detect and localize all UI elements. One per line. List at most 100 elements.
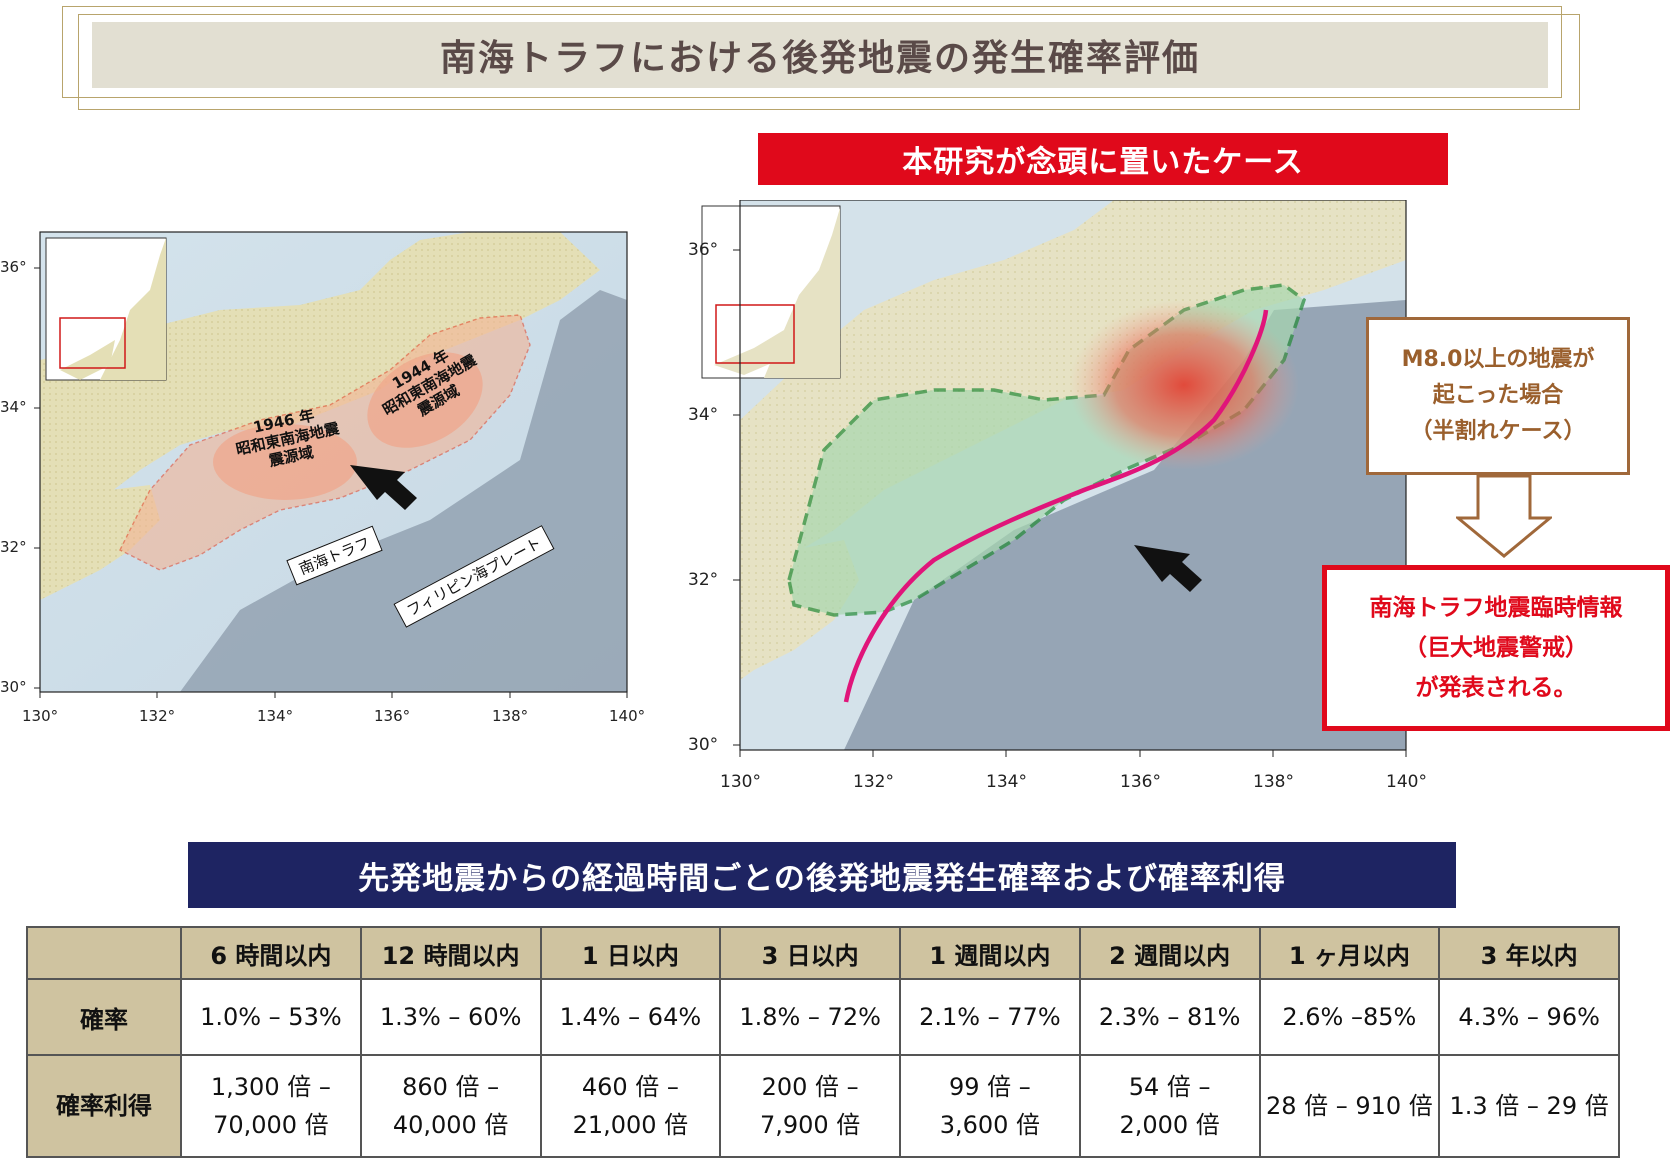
gain-cell-line: 860 倍 – xyxy=(402,1073,500,1101)
left-xtick-140: 140° xyxy=(609,707,646,725)
probability-table: 6 時間以内 12 時間以内 1 日以内 3 日以内 1 週間以内 2 週間以内… xyxy=(26,926,1620,1158)
header-corner xyxy=(26,926,182,980)
advisory-line-3: が発表される。 xyxy=(1415,675,1577,701)
right-xtick-140: 140° xyxy=(1386,772,1427,792)
right-ytick-36: 36° xyxy=(688,240,719,260)
right-ytick-32: 32° xyxy=(688,570,719,590)
probability-row: 確率 1.0% – 53% 1.3% – 60% 1.4% – 64% 1.8%… xyxy=(26,978,1620,1056)
probability-cell: 2.1% – 77% xyxy=(899,978,1081,1056)
case-line-1: M8.0以上の地震が xyxy=(1401,347,1595,372)
map-right-frame xyxy=(739,200,1407,751)
probability-cell: 2.6% –85% xyxy=(1258,978,1441,1056)
page-title: 南海トラフにおける後発地震の発生確率評価 xyxy=(439,38,1200,79)
advisory-line-1: 南海トラフ地震臨時情報 xyxy=(1369,595,1623,621)
inset-left-land-west xyxy=(60,340,115,380)
gain-cell: 460 倍 – 21,000 倍 xyxy=(539,1054,722,1158)
left-xtick-138: 138° xyxy=(492,707,529,725)
header-2w: 2 週間以内 xyxy=(1078,926,1261,980)
gain-cell: 54 倍 – 2,000 倍 xyxy=(1078,1054,1261,1158)
first-event-area xyxy=(1069,300,1299,470)
gain-cell-line: 28 倍 – 910 倍 xyxy=(1265,1092,1433,1120)
right-xtick-132: 132° xyxy=(853,772,894,792)
left-xtick-130: 130° xyxy=(22,707,59,725)
header-1w: 1 週間以内 xyxy=(899,926,1081,980)
gain-cell-line: 54 倍 – xyxy=(1128,1073,1211,1101)
kyushu-land xyxy=(40,485,160,600)
probability-cell: 2.3% – 81% xyxy=(1078,978,1261,1056)
deep-sea-area xyxy=(180,290,627,692)
right-xtick-134: 134° xyxy=(986,772,1027,792)
gain-row: 確率利得 1,300 倍 – 70,000 倍 860 倍 – 40,000 倍 4… xyxy=(26,1054,1620,1158)
probability-cell: 4.3% – 96% xyxy=(1438,978,1620,1056)
map-left: 1946 年 昭和東南海地震 震源域 1944 年 昭和東南海地震 震源域 南海… xyxy=(0,230,650,730)
inset-left-highlight xyxy=(59,317,126,369)
left-ytick-34: 34° xyxy=(0,398,27,416)
left-ytick-30: 30° xyxy=(0,678,27,696)
case-banner-label: 本研究が念頭に置いたケース xyxy=(902,145,1304,180)
probability-cell: 1.3% – 60% xyxy=(359,978,542,1056)
probability-cell: 1.0% – 53% xyxy=(180,978,362,1056)
inset-left-land xyxy=(100,238,166,380)
right-xtick-136: 136° xyxy=(1120,772,1161,792)
left-ytick-36: 36° xyxy=(0,258,27,276)
gain-cell: 99 倍 – 3,600 倍 xyxy=(899,1054,1081,1158)
down-arrow-icon xyxy=(1456,474,1552,558)
title-frame-offset xyxy=(78,14,1580,110)
gain-cell-line: 70,000 倍 xyxy=(213,1111,329,1139)
gain-cell-line: 1,300 倍 – xyxy=(210,1073,331,1101)
header-3y: 3 年以内 xyxy=(1438,926,1620,980)
map-left-frame xyxy=(39,231,628,693)
header-1m: 1 ヶ月以内 xyxy=(1258,926,1441,980)
probability-cell: 1.8% – 72% xyxy=(719,978,901,1056)
gain-cell-line: 7,900 倍 xyxy=(759,1111,861,1139)
honshu-land xyxy=(40,232,600,530)
gain-cell-line: 3,600 倍 xyxy=(939,1111,1041,1139)
gain-cell-line: 40,000 倍 xyxy=(392,1111,509,1139)
plate-motion-arrow-right xyxy=(1134,545,1202,592)
gain-cell: 1,300 倍 – 70,000 倍 xyxy=(180,1054,362,1158)
header-12h: 12 時間以内 xyxy=(359,926,542,980)
trough-line xyxy=(843,309,1269,703)
probability-row-label: 確率 xyxy=(26,978,182,1056)
case-line-3: （半割れケース） xyxy=(1410,419,1586,444)
gain-cell: 1.3 倍 – 29 倍 xyxy=(1438,1054,1620,1158)
right-xtick-130: 130° xyxy=(720,772,761,792)
left-xtick-134: 134° xyxy=(257,707,294,725)
left-xtick-132: 132° xyxy=(139,707,176,725)
right-xtick-138: 138° xyxy=(1253,772,1294,792)
map-left-svg xyxy=(34,231,628,698)
half-split-case-callout: M8.0以上の地震が 起こった場合 （半割れケース） xyxy=(1366,317,1630,475)
probability-cell: 1.4% – 64% xyxy=(539,978,722,1056)
table-banner: 先発地震からの経過時間ごとの後発地震発生確率および確率利得 xyxy=(188,842,1456,908)
case-banner: 本研究が念頭に置いたケース xyxy=(758,133,1448,185)
gain-row-label: 確率利得 xyxy=(26,1054,182,1158)
gain-cell-line: 460 倍 – xyxy=(581,1073,679,1101)
right-ytick-30: 30° xyxy=(688,735,719,755)
header-1d: 1 日以内 xyxy=(539,926,722,980)
table-banner-label: 先発地震からの経過時間ごとの後発地震発生確率および確率利得 xyxy=(358,860,1286,897)
title-frame xyxy=(62,6,1562,98)
gain-cell-line: 1.3 倍 – 29 倍 xyxy=(1449,1092,1609,1120)
right-ytick-34: 34° xyxy=(688,405,719,425)
left-xtick-136: 136° xyxy=(374,707,411,725)
left-ytick-32: 32° xyxy=(0,538,27,556)
case-line-2: 起こった場合 xyxy=(1432,383,1564,408)
gain-cell-line: 2,000 倍 xyxy=(1119,1111,1220,1139)
zone-1946-ellipse xyxy=(213,424,357,500)
gain-cell: 28 倍 – 910 倍 xyxy=(1258,1054,1441,1158)
map-right: 130° 132° 134° 136° 138° 140° 36° 34° 32… xyxy=(684,200,1454,800)
gain-cell: 860 倍 – 40,000 倍 xyxy=(359,1054,542,1158)
gain-cell: 200 倍 – 7,900 倍 xyxy=(719,1054,901,1158)
header-6h: 6 時間以内 xyxy=(180,926,362,980)
title-box: 南海トラフにおける後発地震の発生確率評価 xyxy=(92,22,1548,88)
gain-cell-line: 200 倍 – xyxy=(761,1073,859,1101)
zone-1944-ellipse xyxy=(367,352,483,448)
advisory-line-2: （巨大地震警戒） xyxy=(1404,635,1588,661)
map-right-svg xyxy=(701,200,1407,757)
gain-cell-line: 99 倍 – xyxy=(948,1073,1031,1101)
inset-right-highlight xyxy=(715,304,795,364)
advisory-callout: 南海トラフ地震臨時情報 （巨大地震警戒） が発表される。 xyxy=(1322,565,1670,731)
table-header-row: 6 時間以内 12 時間以内 1 日以内 3 日以内 1 週間以内 2 週間以内… xyxy=(26,926,1620,980)
header-3d: 3 日以内 xyxy=(719,926,901,980)
plate-motion-arrow xyxy=(350,465,417,510)
